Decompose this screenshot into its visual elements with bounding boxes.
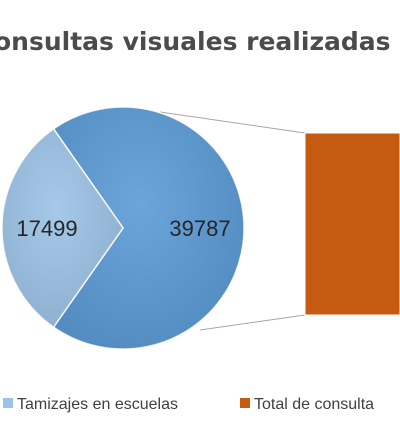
legend-swatch-0 [3, 398, 13, 408]
legend-swatch-1 [240, 398, 250, 408]
bar-segment [304, 132, 400, 316]
bar-group [304, 132, 400, 316]
chart-title: onsultas visuales realizadas por I [0, 27, 400, 56]
legend-label-1: Total de consulta [254, 396, 374, 413]
connector-line-bottom [199, 314, 306, 331]
connector-line-top [159, 111, 306, 134]
legend: Tamizajes en escuelas Total de consulta [3, 396, 374, 413]
data-label-small: 17499 [16, 216, 77, 241]
pie-slice-large-shade [53, 106, 244, 350]
data-label-large: 39787 [169, 216, 230, 241]
connector-lines [159, 111, 306, 331]
pie-group: 17499 39787 [1, 106, 245, 350]
pie-slice-small-shade [1, 128, 123, 328]
legend-label-0: Tamizajes en escuelas [17, 396, 178, 413]
